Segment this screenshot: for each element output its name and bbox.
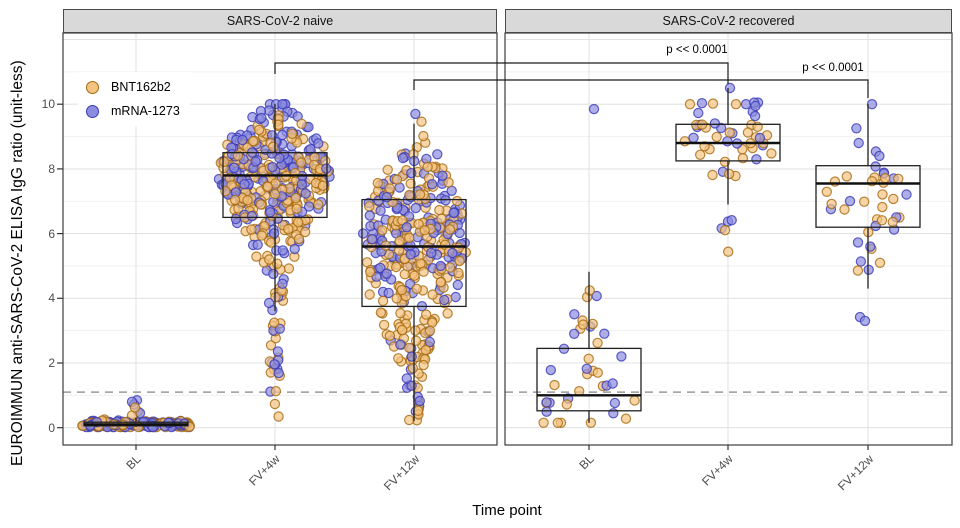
y-tick-8: 8 xyxy=(48,162,55,176)
y-tick-10: 10 xyxy=(41,97,55,111)
y-tick-2: 2 xyxy=(48,356,55,370)
boxplot xyxy=(83,417,189,428)
facet-title-naive: SARS-CoV-2 naive xyxy=(226,14,334,28)
panel-border xyxy=(62,32,498,446)
bnt162b2-point-icon xyxy=(86,80,99,94)
pvalue-annotation-fv4w: p << 0.0001 xyxy=(666,44,728,56)
facet-strip-naive: SARS-CoV-2 naive xyxy=(63,9,497,33)
facet-strip-recovered: SARS-CoV-2 recovered xyxy=(505,9,952,33)
facet-title-recovered: SARS-CoV-2 recovered xyxy=(662,14,795,28)
boxplot xyxy=(361,123,467,422)
x-axis-title: Time point xyxy=(472,502,542,519)
legend-label-mrna1273: mRNA-1273 xyxy=(111,104,180,118)
boxplot xyxy=(675,88,781,205)
legend: BNT162b2 mRNA-1273 xyxy=(78,72,190,126)
boxplot xyxy=(536,271,642,423)
legend-item-bnt162b2: BNT162b2 xyxy=(86,75,180,99)
boxplot xyxy=(815,104,921,289)
y-tick-4: 4 xyxy=(48,291,55,305)
legend-item-mrna1273: mRNA-1273 xyxy=(86,99,180,123)
beeswarm-group xyxy=(821,98,912,327)
mrna1273-point-icon xyxy=(86,104,99,118)
significance-bracket xyxy=(413,79,869,98)
y-tick-6: 6 xyxy=(48,227,55,241)
boxplot xyxy=(222,104,328,312)
significance-bracket xyxy=(274,62,729,84)
beeswarm-group xyxy=(213,98,335,422)
y-axis-title: EUROIMMUN anti-SARS-CoV-2 ELISA IgG rati… xyxy=(9,60,26,466)
legend-label-bnt162b2: BNT162b2 xyxy=(111,80,171,94)
pvalue-annotation-fv12w: p << 0.0001 xyxy=(802,62,864,74)
y-tick-0: 0 xyxy=(48,421,55,435)
